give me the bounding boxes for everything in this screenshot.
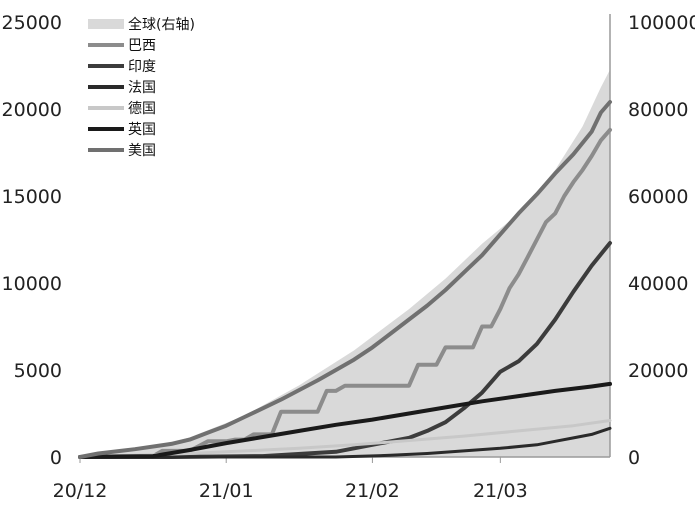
y-right-tick-label: 60000 <box>628 186 688 208</box>
area-layer <box>80 69 610 458</box>
y-right-tick-label: 80000 <box>628 99 688 121</box>
x-tick-label: 21/03 <box>473 480 528 502</box>
y-left-tick-label: 15000 <box>2 186 62 208</box>
y-left-tick-label: 0 <box>50 447 62 469</box>
legend-label: 法国 <box>128 80 156 96</box>
line-layer <box>78 100 612 459</box>
legend-label: 德国 <box>128 101 156 117</box>
tick-layer: 0 5000 10000 15000 20000 25000 0 20000 40000 6000… <box>2 12 695 502</box>
x-tick-label: 21/01 <box>199 480 254 502</box>
series-line-4 <box>78 381 612 459</box>
legend-label: 巴西 <box>128 38 156 54</box>
y-right-tick-label: 20000 <box>628 360 688 382</box>
legend-label: 英国 <box>128 121 156 138</box>
area-series-global <box>80 69 610 458</box>
series-line-1 <box>78 241 612 459</box>
series-line-2 <box>78 426 612 459</box>
legend-label: 全球(右轴) <box>128 16 195 33</box>
x-tick-label: 20/12 <box>53 480 108 502</box>
y-right-tick-label: 40000 <box>628 273 688 295</box>
x-tick-label: 21/02 <box>345 480 400 502</box>
series-line-5 <box>78 100 612 459</box>
legend-label: 美国 <box>128 143 156 159</box>
y-left-tick-label: 20000 <box>2 99 62 121</box>
y-right-tick-label: 100000 <box>628 12 695 34</box>
y-left-tick-label: 10000 <box>2 273 62 295</box>
y-left-tick-label: 5000 <box>14 360 62 382</box>
y-right-tick-label: 0 <box>628 447 640 469</box>
legend-swatch-area <box>88 19 124 29</box>
legend-label: 印度 <box>128 59 156 75</box>
y-left-tick-label: 25000 <box>2 12 62 34</box>
